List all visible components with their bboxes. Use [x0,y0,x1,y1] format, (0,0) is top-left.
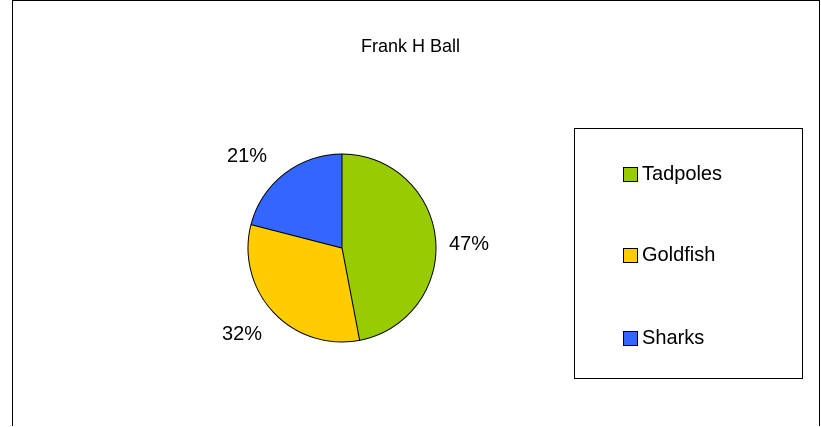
pie-slice-tadpoles [341,153,437,341]
legend-swatch-sharks [623,331,638,346]
legend-label-tadpoles: Tadpoles [642,163,723,185]
legend-swatch-goldfish [623,248,638,263]
pie-slices [247,153,437,343]
data-label-sharks: 21% [227,145,267,167]
legend-item-sharks: Sharks [623,327,704,350]
legend: Tadpoles Goldfish Sharks [574,128,803,379]
pie-slice-goldfish [247,224,361,343]
data-label-tadpoles: 47% [449,233,489,255]
pie-slice-sharks [250,153,343,249]
legend-swatch-tadpoles [623,167,638,182]
data-label-goldfish: 32% [222,323,262,345]
legend-label-sharks: Sharks [642,327,705,349]
pie-labels: 47% 32% 21% [222,145,489,345]
legend-item-tadpoles: Tadpoles [623,163,722,186]
chart-title: Frank H Ball [360,36,461,56]
legend-label-goldfish: Goldfish [642,244,716,266]
legend-item-goldfish: Goldfish [623,244,715,267]
